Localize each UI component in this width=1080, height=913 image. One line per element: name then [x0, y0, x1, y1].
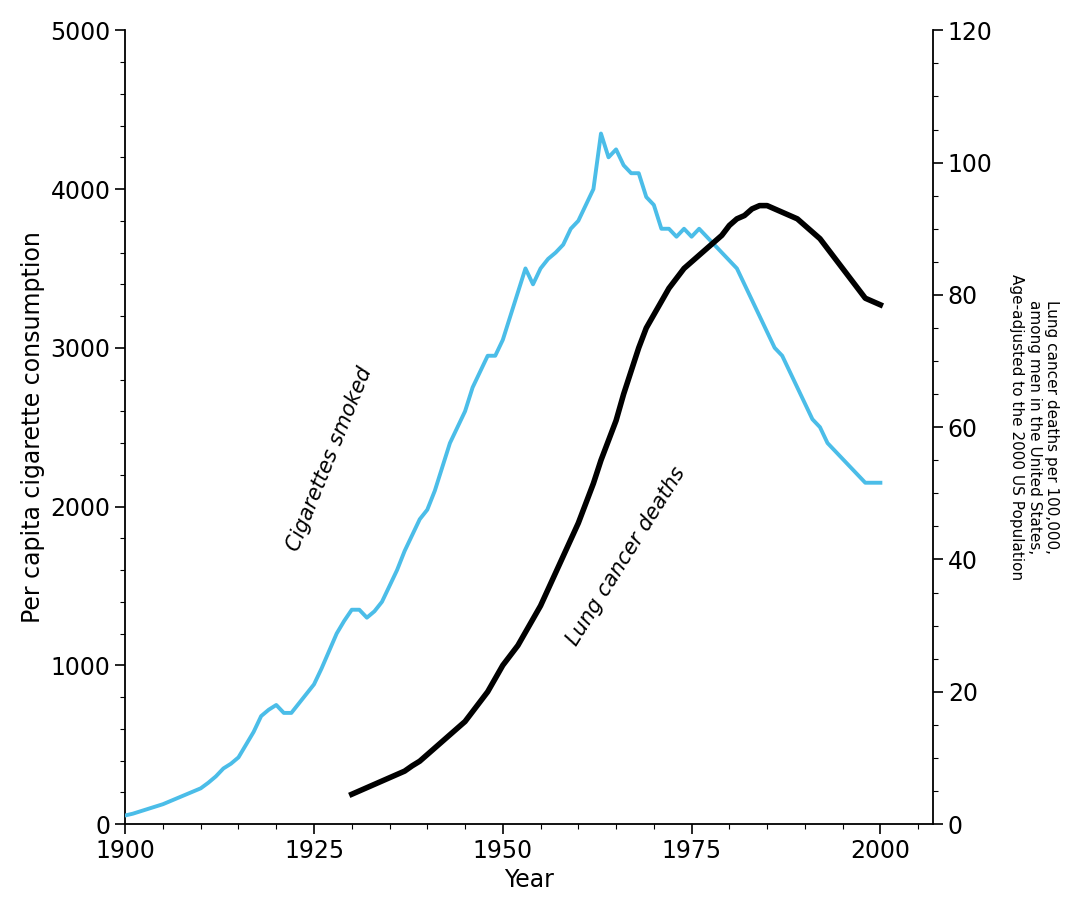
Y-axis label: Per capita cigarette consumption: Per capita cigarette consumption	[21, 231, 45, 623]
Text: Cigarettes smoked: Cigarettes smoked	[284, 364, 376, 554]
Y-axis label: Lung cancer deaths per 100,000,
among men in the United States,
Age-adjusted to : Lung cancer deaths per 100,000, among me…	[1010, 274, 1059, 581]
Text: Lung cancer deaths: Lung cancer deaths	[563, 464, 689, 649]
X-axis label: Year: Year	[504, 868, 554, 892]
